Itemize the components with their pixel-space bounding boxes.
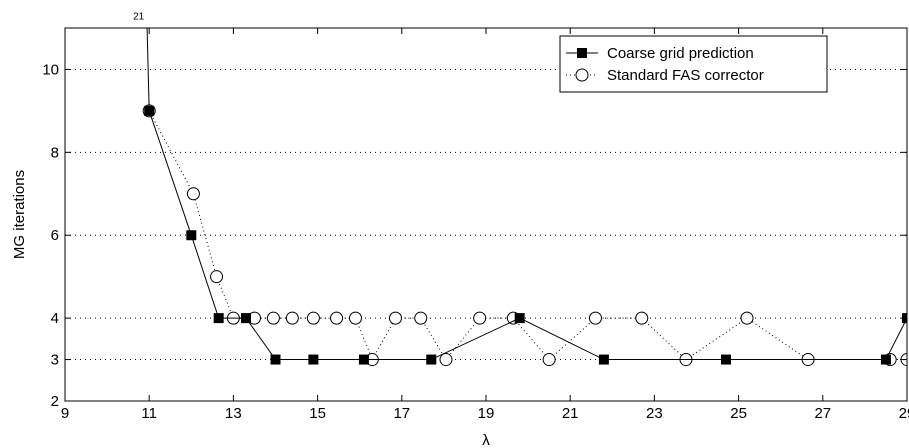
standard-fas-corrector-point <box>266 311 280 325</box>
annotations: 21 <box>133 12 145 23</box>
coarse-grid-prediction-point <box>514 313 525 324</box>
x-tick-label: 17 <box>393 405 410 422</box>
standard-fas-corrector-line <box>148 110 907 361</box>
x-tick-label: 25 <box>730 405 747 422</box>
standard-fas-corrector-point <box>439 353 453 367</box>
standard-fas-corrector-point <box>542 353 556 367</box>
standard-fas-corrector-point <box>330 311 344 325</box>
standard-fas-corrector-point <box>740 311 754 325</box>
coarse-grid-prediction-point <box>241 313 252 324</box>
coarse-grid-prediction-point <box>426 354 437 365</box>
y-tick-label: 10 <box>42 61 59 78</box>
legend-box <box>559 35 828 93</box>
x-tick-label: 23 <box>646 405 663 422</box>
x-tick-label: 15 <box>309 405 326 422</box>
coarse-grid-prediction-point <box>186 230 197 241</box>
legend-marker-coarse-grid-prediction <box>577 48 587 58</box>
coarse-grid-prediction-point <box>213 313 224 324</box>
coarse-grid-prediction-point <box>358 354 369 365</box>
ticks: 9111315171921232527292346810 <box>42 28 909 422</box>
standard-fas-corrector-point <box>285 311 299 325</box>
standard-fas-corrector-point <box>210 270 224 284</box>
y-tick-label: 2 <box>51 393 59 410</box>
legend-label-coarse-grid-prediction: Coarse grid prediction <box>607 45 754 62</box>
standard-fas-corrector-point <box>635 311 649 325</box>
standard-fas-corrector-point <box>306 311 320 325</box>
y-tick-label: 6 <box>51 227 59 244</box>
coarse-grid-prediction-line <box>146 28 907 361</box>
x-axis-title: λ <box>482 432 490 448</box>
gridlines <box>65 68 907 361</box>
y-axis-title: MG iterations <box>11 170 28 259</box>
legend: Coarse grid prediction Standard FAS corre… <box>559 35 828 93</box>
y-tick-label: 3 <box>51 352 59 369</box>
x-tick-label: 19 <box>478 405 495 422</box>
x-tick-label: 27 <box>814 405 831 422</box>
y-tick-label: 8 <box>51 144 59 161</box>
x-tick-label: 9 <box>61 405 69 422</box>
standard-fas-corrector-point <box>473 311 487 325</box>
coarse-grid-prediction-point <box>144 105 155 116</box>
coarse-grid-prediction-point <box>308 354 319 365</box>
legend-label-standard-fas-corrector: Standard FAS corrector <box>607 67 764 84</box>
standard-fas-corrector-point <box>414 311 428 325</box>
x-tick-label: 21 <box>562 405 579 422</box>
coarse-grid-prediction-point <box>720 354 731 365</box>
standard-fas-corrector-point <box>348 311 362 325</box>
out-of-range-label: 21 <box>133 12 145 23</box>
standard-fas-corrector-point <box>186 187 200 201</box>
x-tick-label: 13 <box>225 405 242 422</box>
x-tick-label: 11 <box>141 405 157 422</box>
y-tick-label: 4 <box>51 310 59 327</box>
standard-fas-corrector-point <box>588 311 602 325</box>
x-tick-label: 29 <box>899 405 909 422</box>
coarse-grid-prediction-point <box>270 354 281 365</box>
legend-marker-standard-fas-corrector <box>575 68 589 82</box>
coarse-grid-prediction-point <box>880 354 891 365</box>
coarse-grid-prediction-point <box>598 354 609 365</box>
standard-fas-corrector-point <box>388 311 402 325</box>
